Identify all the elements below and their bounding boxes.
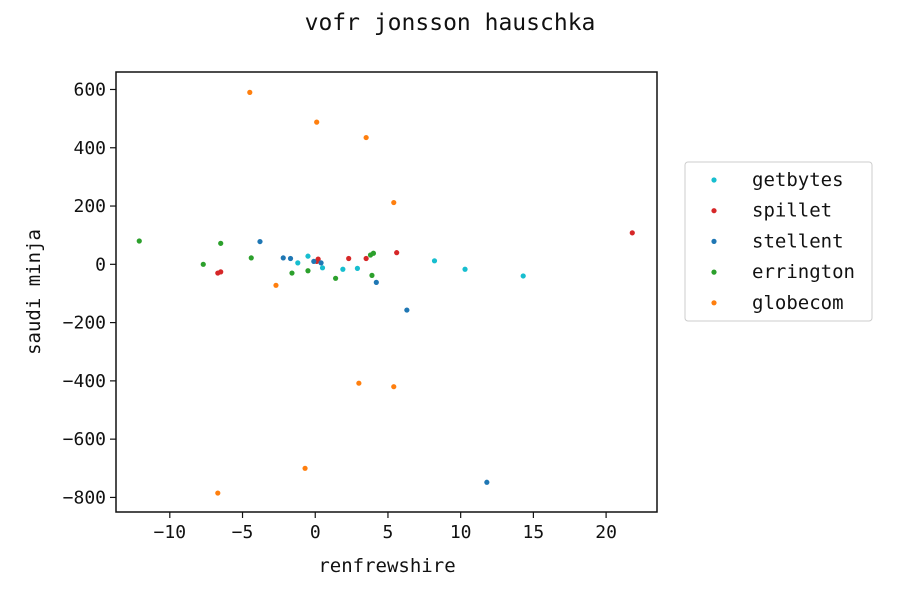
x-tick-label: 5 xyxy=(383,522,394,543)
stellent-point xyxy=(287,255,294,262)
legend-label-stellent: stellent xyxy=(752,230,844,252)
errington-point xyxy=(332,275,339,281)
globecom-point xyxy=(356,380,362,386)
x-tick-label: −10 xyxy=(154,522,187,543)
y-tick-label: 400 xyxy=(73,138,106,159)
getbytes-point xyxy=(305,253,311,259)
y-tick-label: 200 xyxy=(73,196,106,217)
globecom-point xyxy=(363,134,369,141)
stellent-point xyxy=(257,238,263,245)
data-points xyxy=(136,89,635,496)
getbytes-point xyxy=(431,258,438,264)
y-axis: 600 400 200 0 −200 −400 −600 −800 xyxy=(63,79,116,508)
errington-point xyxy=(369,272,375,278)
x-tick-label: 0 xyxy=(310,522,321,543)
globecom-point xyxy=(302,465,308,471)
spillet-point xyxy=(346,255,352,262)
errington-point xyxy=(367,252,374,258)
stellent-point xyxy=(373,279,379,285)
stellent-point xyxy=(484,479,490,485)
legend-frame xyxy=(684,161,873,322)
globecom-point xyxy=(273,282,279,288)
getbytes-point xyxy=(295,260,301,266)
spillet-point xyxy=(394,250,400,256)
legend-items: getbytes spillet stellent errington globecom xyxy=(711,169,855,314)
legend-label-spillet: spillet xyxy=(752,200,832,222)
globecom-point xyxy=(391,199,397,206)
legend-label-errington: errington xyxy=(752,261,855,283)
errington-point xyxy=(289,270,295,276)
legend-marker-globecom xyxy=(711,300,717,306)
y-axis-label: saudi minja xyxy=(23,229,45,355)
plot-area xyxy=(115,71,658,513)
x-axis: −10 −5 0 5 10 15 20 xyxy=(154,512,617,543)
getbytes-point xyxy=(340,266,346,272)
errington-point xyxy=(218,240,224,246)
x-axis-label: renfrewshire xyxy=(318,555,455,577)
getbytes-point xyxy=(462,266,468,272)
x-tick-label: 10 xyxy=(450,522,472,543)
y-tick-label: 600 xyxy=(73,79,106,100)
stellent-point xyxy=(280,255,286,261)
y-tick-label: −600 xyxy=(63,429,106,450)
x-tick-label: 15 xyxy=(523,522,545,543)
globecom-point xyxy=(215,490,221,496)
getbytes-point xyxy=(354,265,361,271)
spillet-point xyxy=(315,256,321,262)
globecom-point xyxy=(391,384,397,390)
x-tick-label: −5 xyxy=(232,522,254,543)
stellent-point xyxy=(404,307,410,313)
errington-point xyxy=(305,268,311,274)
legend-label-globecom: globecom xyxy=(752,292,844,314)
errington-point xyxy=(200,261,206,267)
errington-point xyxy=(248,255,254,261)
legend-marker-spillet xyxy=(711,208,717,214)
stellent-point xyxy=(311,258,317,265)
x-tick-label: 20 xyxy=(595,522,617,543)
spillet-point xyxy=(218,269,224,275)
getbytes-point xyxy=(319,265,326,271)
y-tick-label: −800 xyxy=(63,487,106,508)
globecom-point xyxy=(247,89,253,95)
legend-marker-errington xyxy=(711,269,717,275)
spillet-point xyxy=(363,255,369,262)
y-tick-label: −400 xyxy=(63,371,106,392)
stellent-point xyxy=(318,260,324,266)
getbytes-point xyxy=(520,273,526,279)
globecom-point xyxy=(314,119,320,125)
legend-label-getbytes: getbytes xyxy=(752,169,844,191)
y-tick-label: 0 xyxy=(95,254,106,275)
spillet-point xyxy=(629,230,635,236)
errington-point xyxy=(136,238,142,244)
legend-marker-stellent xyxy=(711,238,717,244)
plot-frame xyxy=(115,71,658,513)
chart-title: vofr jonsson hauschka xyxy=(305,10,596,36)
legend: getbytes spillet stellent errington globecom xyxy=(684,161,873,322)
legend-marker-getbytes xyxy=(711,177,717,183)
y-tick-label: −200 xyxy=(63,313,106,334)
